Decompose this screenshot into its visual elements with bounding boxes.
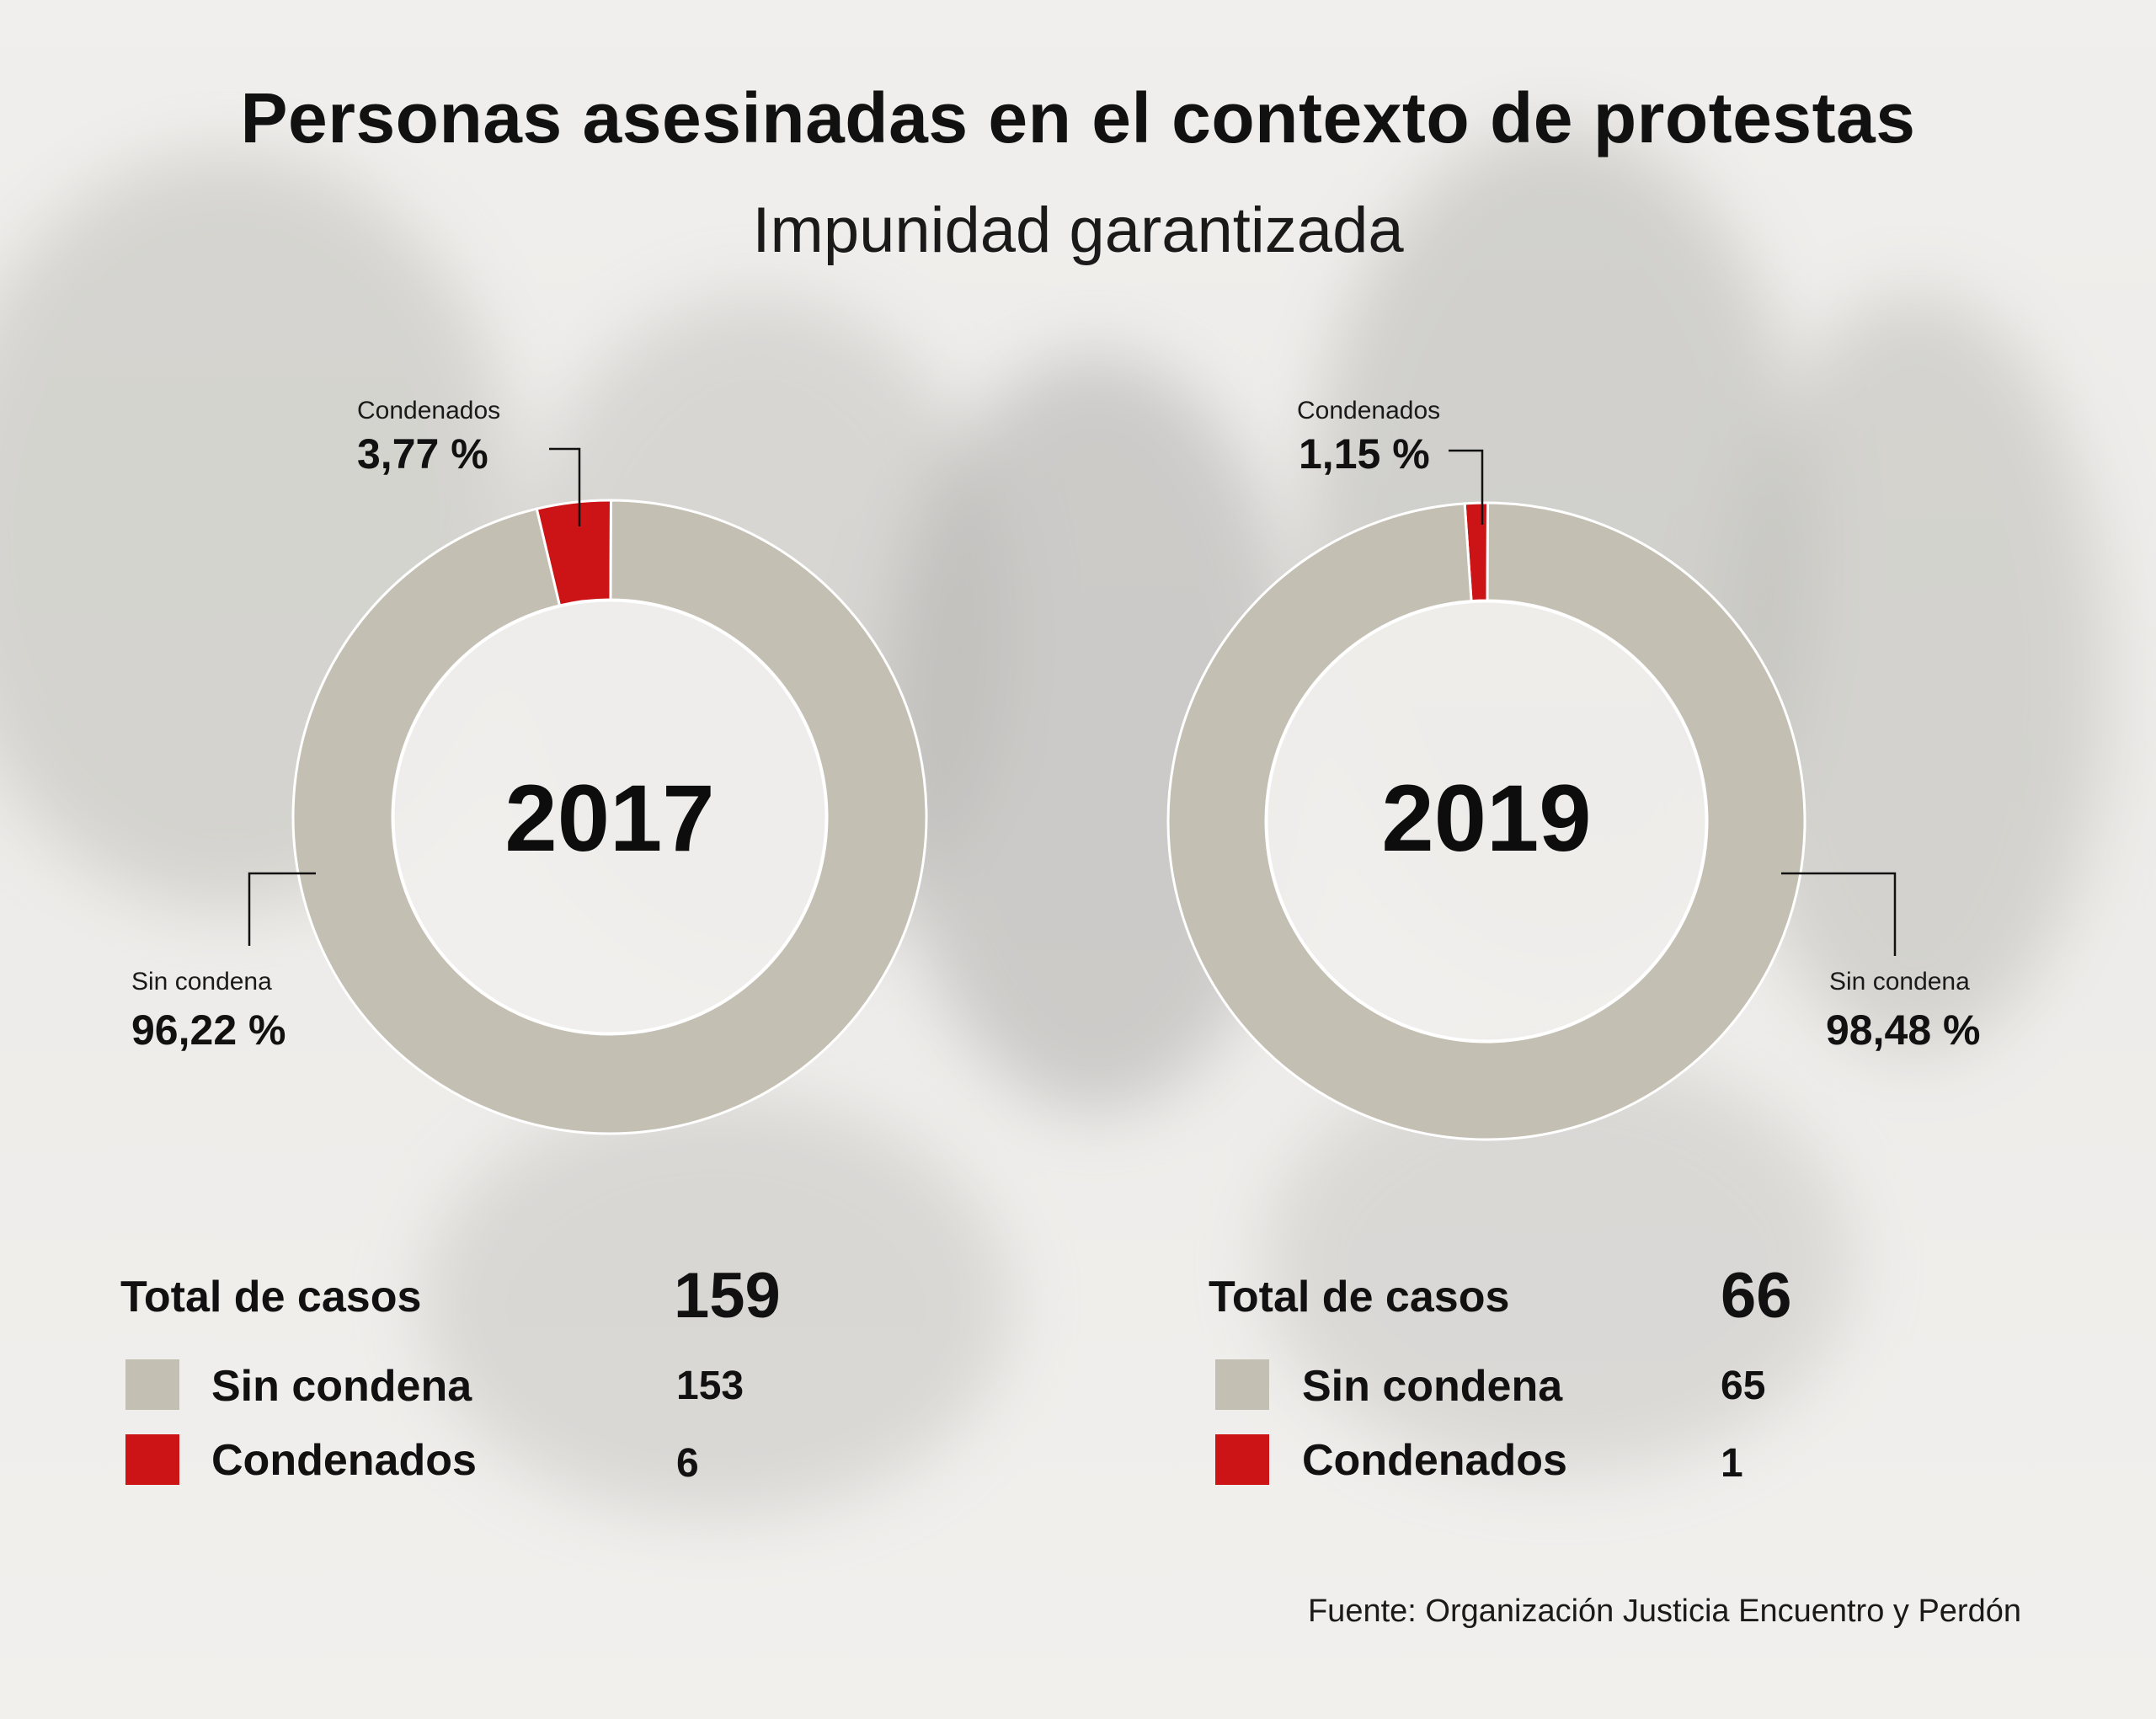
legend-swatch-sin-condena bbox=[1215, 1359, 1269, 1410]
source-note: Fuente: Organización Justicia Encuentro … bbox=[1307, 1594, 2021, 1629]
legend-swatch-condenados bbox=[1215, 1434, 1269, 1485]
summary-2019-condenados-label: Condenados bbox=[1302, 1436, 1567, 1485]
donut-2017-condenados-value: 3,77 % bbox=[357, 430, 488, 478]
summary-2017-total-value: 159 bbox=[674, 1260, 781, 1332]
donut-2019-condenados-name: Condenados bbox=[1297, 397, 1440, 424]
chart-title: Personas asesinadas en el contexto de pr… bbox=[240, 78, 1916, 157]
summary-2017-condenados-value: 6 bbox=[676, 1441, 699, 1486]
donut-2017-condenados-name: Condenados bbox=[357, 397, 500, 424]
summary-2017-sin-condena-label: Sin condena bbox=[211, 1362, 472, 1411]
summary-2019-total-value: 66 bbox=[1721, 1260, 1792, 1332]
summary-2017-sin-condena-value: 153 bbox=[676, 1364, 744, 1408]
leader-line-2019-sin-condena bbox=[1781, 872, 1897, 956]
donut-2019-slices bbox=[1166, 501, 1806, 1141]
summary-2019-sin-condena-value: 65 bbox=[1721, 1364, 1766, 1408]
leader-line-2019-condenados bbox=[1449, 449, 1484, 525]
chart-subtitle: Impunidad garantizada bbox=[752, 195, 1404, 266]
donut-2019-year-label: 2019 bbox=[1381, 766, 1591, 871]
summary-2019-condenados-value: 1 bbox=[1721, 1441, 1743, 1486]
donut-hole bbox=[392, 599, 828, 1035]
summary-2019-total-label: Total de casos bbox=[1209, 1273, 1510, 1321]
legend-swatch-condenados bbox=[125, 1434, 179, 1485]
summary-2019-sin-condena-label: Sin condena bbox=[1302, 1362, 1563, 1411]
donut-2019-condenados-value: 1,15 % bbox=[1299, 430, 1430, 478]
donut-2017-year-label: 2017 bbox=[504, 766, 714, 871]
leader-line-2017-condenados bbox=[549, 447, 581, 526]
leader-line-2017-sin-condena bbox=[248, 872, 316, 946]
donut-2017: 2017 Condenados 3,77 % Sin condena 96,22… bbox=[131, 397, 928, 1135]
donut-2019: 2019 Condenados 1,15 % Sin condena 98,48… bbox=[1166, 397, 1980, 1141]
donut-2019-sin-condena-name: Sin condena bbox=[1829, 968, 1970, 996]
summary-2017-total-label: Total de casos bbox=[120, 1273, 422, 1321]
donut-2017-sin-condena-name: Sin condena bbox=[131, 968, 272, 996]
donut-hole bbox=[1265, 600, 1708, 1043]
donut-2017-slices bbox=[291, 499, 928, 1135]
donut-2017-sin-condena-value: 96,22 % bbox=[131, 1006, 286, 1054]
summary-2017-condenados-label: Condenados bbox=[211, 1436, 477, 1485]
donut-2019-sin-condena-value: 98,48 % bbox=[1826, 1006, 1980, 1054]
legend-swatch-sin-condena bbox=[125, 1359, 179, 1410]
